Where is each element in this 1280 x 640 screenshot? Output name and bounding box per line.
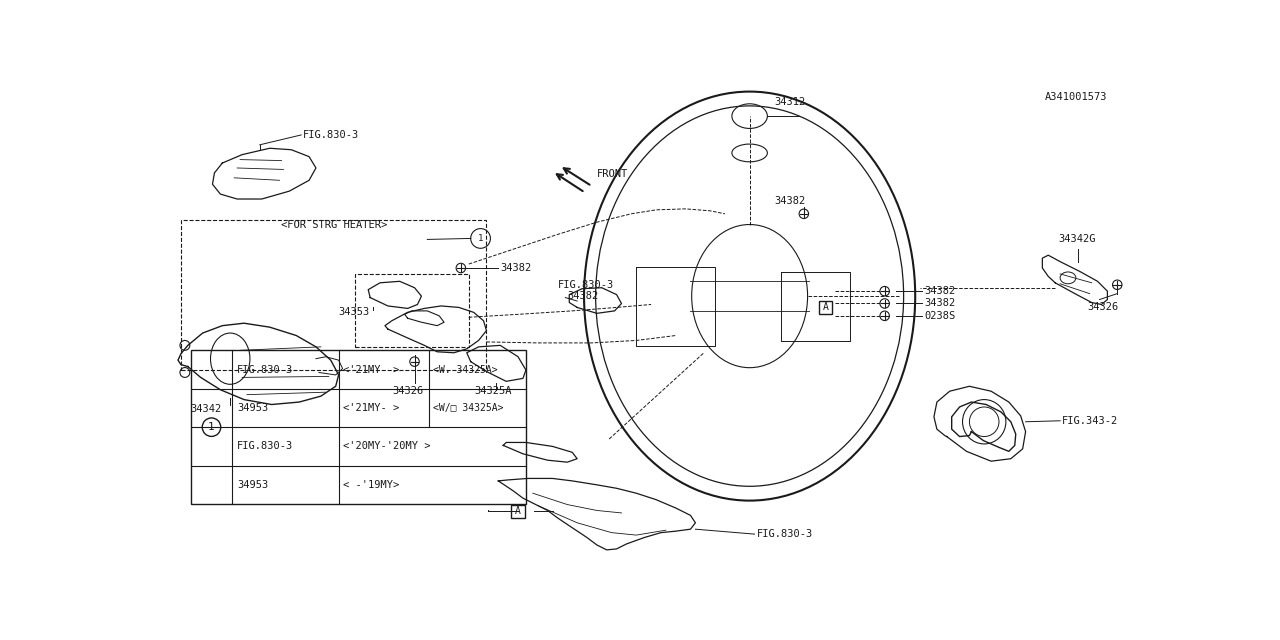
Circle shape (456, 263, 466, 273)
Text: <'21MY- >: <'21MY- > (343, 403, 399, 413)
Text: FRONT: FRONT (596, 170, 628, 179)
Circle shape (879, 299, 890, 308)
Text: < -'19MY>: < -'19MY> (343, 480, 399, 490)
Circle shape (879, 287, 890, 296)
Circle shape (799, 209, 809, 218)
Text: <'20MY-'20MY >: <'20MY-'20MY > (343, 442, 430, 451)
Text: FIG.830-3: FIG.830-3 (237, 442, 293, 451)
Text: <W. 34325A>: <W. 34325A> (433, 365, 498, 374)
Text: FIG.343-2: FIG.343-2 (1062, 416, 1119, 426)
Text: 34342: 34342 (191, 404, 221, 415)
Circle shape (879, 311, 890, 321)
Text: 34342G: 34342G (1059, 234, 1096, 244)
Text: 34325A: 34325A (475, 386, 512, 396)
Text: A341001573: A341001573 (1046, 93, 1107, 102)
Text: <'21MY- >: <'21MY- > (343, 365, 399, 374)
Text: 34382: 34382 (500, 263, 531, 273)
Text: 34353: 34353 (339, 307, 370, 317)
Text: 34953: 34953 (237, 480, 269, 490)
Text: 34326: 34326 (1088, 303, 1119, 312)
Text: 34382: 34382 (567, 291, 599, 301)
Text: <FOR STRG HEATER>: <FOR STRG HEATER> (282, 220, 388, 230)
Text: 34326: 34326 (392, 386, 424, 396)
Text: FIG.830-3: FIG.830-3 (237, 365, 293, 374)
Text: FIG.830-3: FIG.830-3 (558, 280, 613, 290)
Bar (191, 350, 526, 504)
Text: FIG.830-3: FIG.830-3 (756, 529, 813, 539)
Text: 1: 1 (477, 234, 484, 243)
Text: 34953: 34953 (237, 403, 269, 413)
Text: 34382: 34382 (924, 298, 955, 308)
Bar (356, 274, 468, 347)
Text: A: A (823, 303, 828, 312)
Text: FIG.830-3: FIG.830-3 (303, 130, 360, 140)
Text: 34382: 34382 (774, 196, 805, 206)
Text: 34312: 34312 (774, 97, 805, 108)
Text: 1: 1 (209, 422, 215, 432)
Bar (180, 220, 486, 370)
Circle shape (1112, 280, 1123, 289)
Circle shape (410, 357, 420, 366)
Text: A: A (515, 506, 521, 516)
Text: 34382: 34382 (924, 286, 955, 296)
Text: <W/□ 34325A>: <W/□ 34325A> (433, 403, 504, 413)
Text: 0238S: 0238S (924, 311, 955, 321)
